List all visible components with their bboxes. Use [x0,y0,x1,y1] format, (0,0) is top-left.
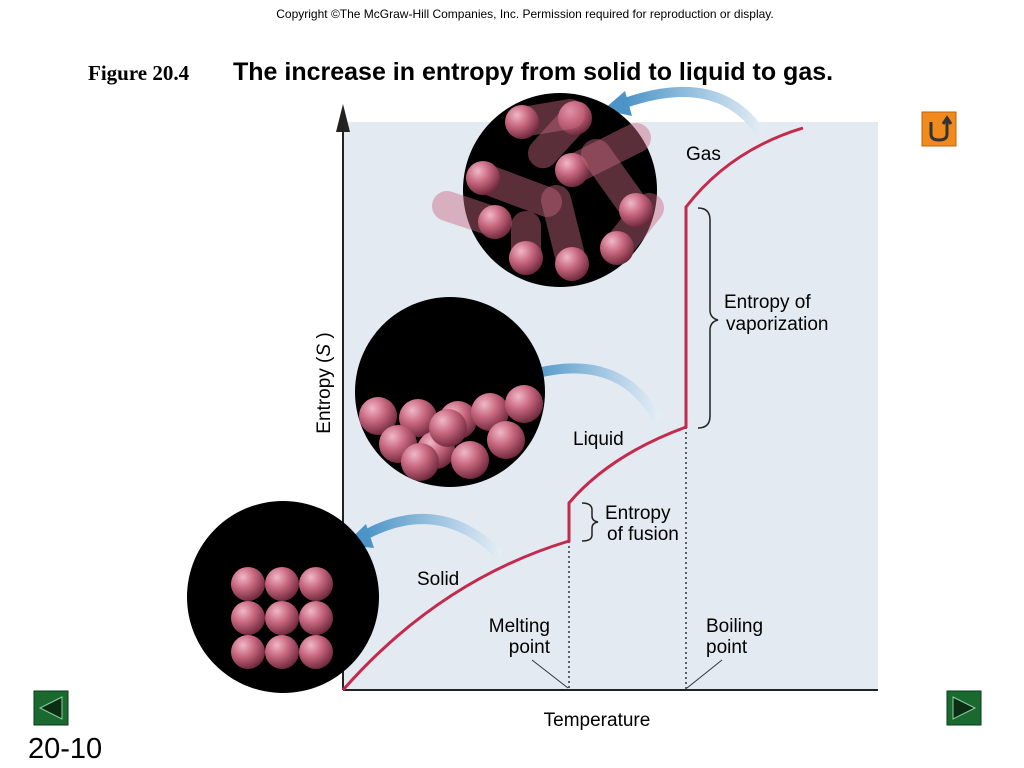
fusion-brace [581,502,599,542]
y-axis-arrow [336,104,350,132]
y-axis-label: Entropy (S ) [314,332,335,433]
molecule [600,231,634,265]
phase-label: Liquid [573,429,624,450]
molecule [401,443,439,481]
annotation: Entropy [605,503,671,524]
back-button[interactable] [33,690,69,726]
title: The increase in entropy from solid to li… [233,58,833,86]
molecule [451,441,489,479]
molecule [555,153,589,187]
molecule [478,205,512,239]
blue-arrow [528,363,663,423]
entropy-curve [341,126,804,691]
molecule [299,567,333,601]
molecule [231,567,265,601]
return-button[interactable] [921,111,957,147]
molecule [265,567,299,601]
vaporization-brace [697,207,719,429]
solid-molecules [187,501,379,693]
molecule [231,601,265,635]
molecule [265,635,299,669]
molecule [505,385,543,423]
molecule [505,105,539,139]
y-axis-label-text: Entropy ( [314,356,335,434]
phase-label: Solid [417,569,459,590]
molecule [359,397,397,435]
annotation: Entropy of [724,292,811,313]
molecule [265,601,299,635]
molecule [619,193,653,227]
phase-label: Gas [686,144,721,165]
molecule [487,421,525,459]
molecule [471,393,509,431]
x-axis-label: Temperature [544,710,651,731]
molecule [509,241,543,275]
molecule [558,101,592,135]
blue-arrow [623,86,767,138]
blue-arrow [362,514,504,559]
figure-label: Figure 20.4 [88,61,190,85]
molecule [555,247,589,281]
liquid-molecules [355,297,545,487]
button-icon [38,696,63,720]
annotation: Boiling [706,616,763,637]
y-axis-label-variable: S [314,344,335,357]
button-icon [952,696,977,720]
annotation: point [706,637,748,658]
molecule [466,161,500,195]
boiling-pointer [686,659,723,689]
annotation: vaporization [726,314,828,335]
annotation: of fusion [607,524,679,545]
melting-pointer [531,659,569,689]
molecule [429,409,467,447]
next-button[interactable] [946,690,982,726]
molecule [299,601,333,635]
button-icon [929,115,953,142]
y-axis-label-text: ) [314,332,335,344]
gas-molecules [432,93,664,287]
molecule [299,635,333,669]
annotation: point [509,637,551,658]
annotation: Melting [489,616,550,637]
molecule [231,635,265,669]
copyright: Copyright ©The McGraw-Hill Companies, In… [276,7,773,21]
molecule [399,399,437,437]
slide-number: 20-10 [28,733,102,765]
